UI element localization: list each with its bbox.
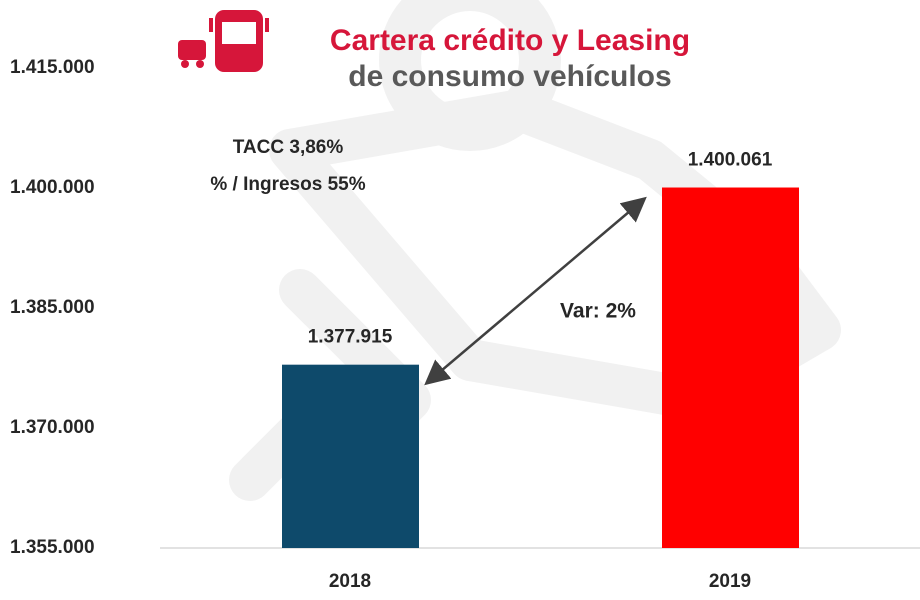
y-tick-label: 1.355.000 [10, 537, 95, 558]
chart-subtitle: de consumo vehículos [348, 60, 671, 93]
annotation: Var: 2% [560, 300, 636, 323]
x-tick-label: 2018 [329, 571, 371, 592]
vehicle-icon [178, 10, 269, 72]
bar [282, 364, 419, 548]
bar [662, 187, 799, 548]
annotation: TACC 3,86% [233, 137, 344, 158]
variation-arrow [424, 196, 647, 386]
y-tick-label: 1.415.000 [10, 57, 95, 78]
annotation: % / Ingresos 55% [210, 174, 365, 195]
data-label: 1.377.915 [308, 327, 393, 348]
data-label: 1.400.061 [688, 150, 773, 171]
y-tick-label: 1.370.000 [10, 417, 95, 438]
chart-title: Cartera crédito y Leasing [330, 24, 690, 57]
y-tick-label: 1.385.000 [10, 297, 95, 318]
x-tick-label: 2019 [709, 571, 751, 592]
y-tick-label: 1.400.000 [10, 177, 95, 198]
